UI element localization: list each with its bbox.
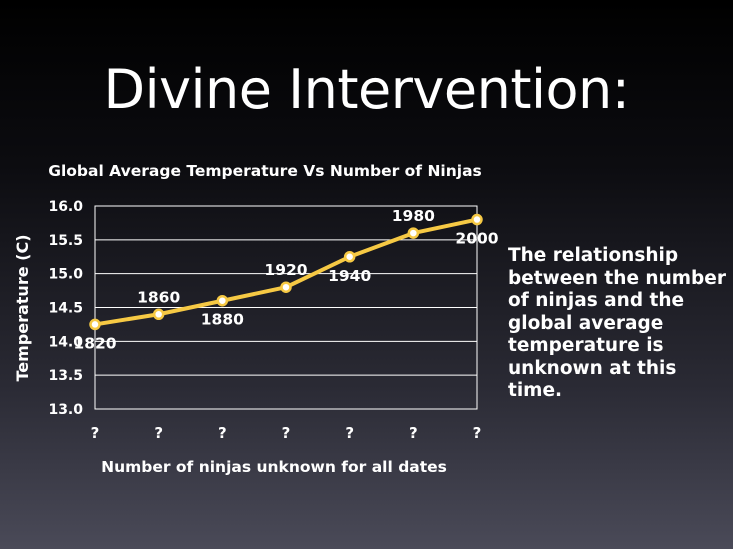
data-label: 1880 xyxy=(201,311,244,329)
data-label: 1940 xyxy=(328,267,371,285)
x-tick-label: ? xyxy=(409,424,418,442)
x-tick-labels: ??????? xyxy=(91,424,482,442)
data-point xyxy=(407,227,420,239)
data-point xyxy=(280,281,292,293)
data-label: 1980 xyxy=(392,207,435,225)
y-tick-label: 15.0 xyxy=(48,267,83,283)
y-tick-label: 16.0 xyxy=(48,199,83,215)
x-tick-label: ? xyxy=(282,424,291,442)
data-point xyxy=(471,213,483,226)
y-tick-label: 13.5 xyxy=(48,368,83,384)
data-label: 1920 xyxy=(264,261,307,279)
side-note: The relationship between the number of n… xyxy=(508,245,726,401)
x-tick-label: ? xyxy=(218,424,227,442)
data-label: 1860 xyxy=(137,288,180,306)
data-point xyxy=(216,294,229,307)
x-tick-label: ? xyxy=(154,424,163,442)
data-label: 1820 xyxy=(73,334,116,352)
x-axis-label: Number of ninjas unknown for all dates xyxy=(101,458,447,476)
slide-title: Divine Intervention: xyxy=(103,58,630,121)
data-point xyxy=(152,308,165,321)
chart-title: Global Average Temperature Vs Number of … xyxy=(48,162,482,180)
y-tick-labels: 13.0 13.5 14.0 14.5 15.0 15.5 16.0 xyxy=(48,199,83,418)
x-tick-label: ? xyxy=(473,424,482,442)
y-tick-label: 15.5 xyxy=(48,233,83,249)
y-tick-label: 13.0 xyxy=(48,402,83,418)
series-layer: 1820 1860 1880 1920 1940 1980 2000 xyxy=(73,207,498,352)
y-tick-label: 14.5 xyxy=(48,301,83,317)
data-point xyxy=(89,318,101,331)
data-point xyxy=(343,251,356,263)
data-label: 2000 xyxy=(455,230,498,248)
y-tick-label: 14.0 xyxy=(48,334,83,350)
x-tick-label: ? xyxy=(91,424,100,442)
y-axis-label: Temperature (C) xyxy=(13,234,32,381)
grid-lines xyxy=(95,205,477,410)
x-tick-label: ? xyxy=(345,424,354,442)
